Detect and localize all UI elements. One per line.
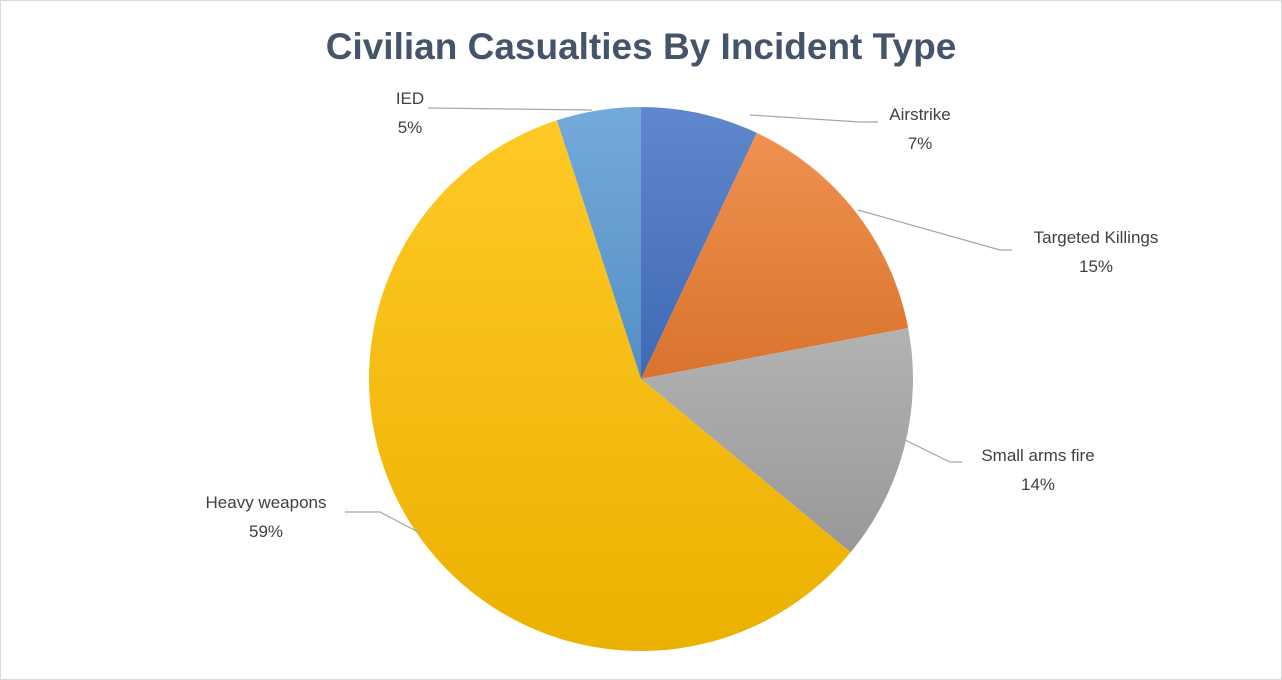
leader-line	[749, 114, 878, 123]
leader-line	[857, 209, 1012, 251]
slice-category-label: Airstrike	[889, 105, 950, 124]
leader-line	[428, 107, 593, 111]
leader-line	[345, 511, 421, 534]
slice-category-label: Targeted Killings	[1034, 228, 1159, 247]
pie-slice-small-arms-fire	[641, 328, 913, 553]
slice-category-label: IED	[396, 89, 424, 108]
leader-line	[904, 439, 962, 463]
pie-slice-heavy-weapons	[369, 120, 851, 651]
pie-slice-airstrike	[641, 107, 757, 379]
slice-percent-label: 15%	[1079, 257, 1113, 276]
slice-category-label: Heavy weapons	[206, 493, 327, 512]
slice-percent-label: 7%	[908, 134, 933, 153]
slice-category-label: Small arms fire	[981, 446, 1094, 465]
slice-percent-label: 14%	[1021, 475, 1055, 494]
chart-title: Civilian Casualties By Incident Type	[325, 26, 957, 67]
pie-slice-targeted-killings	[641, 132, 909, 379]
pie-slice-ied	[556, 107, 641, 379]
slice-percent-label: 59%	[249, 522, 283, 541]
slice-percent-label: 5%	[398, 118, 423, 137]
